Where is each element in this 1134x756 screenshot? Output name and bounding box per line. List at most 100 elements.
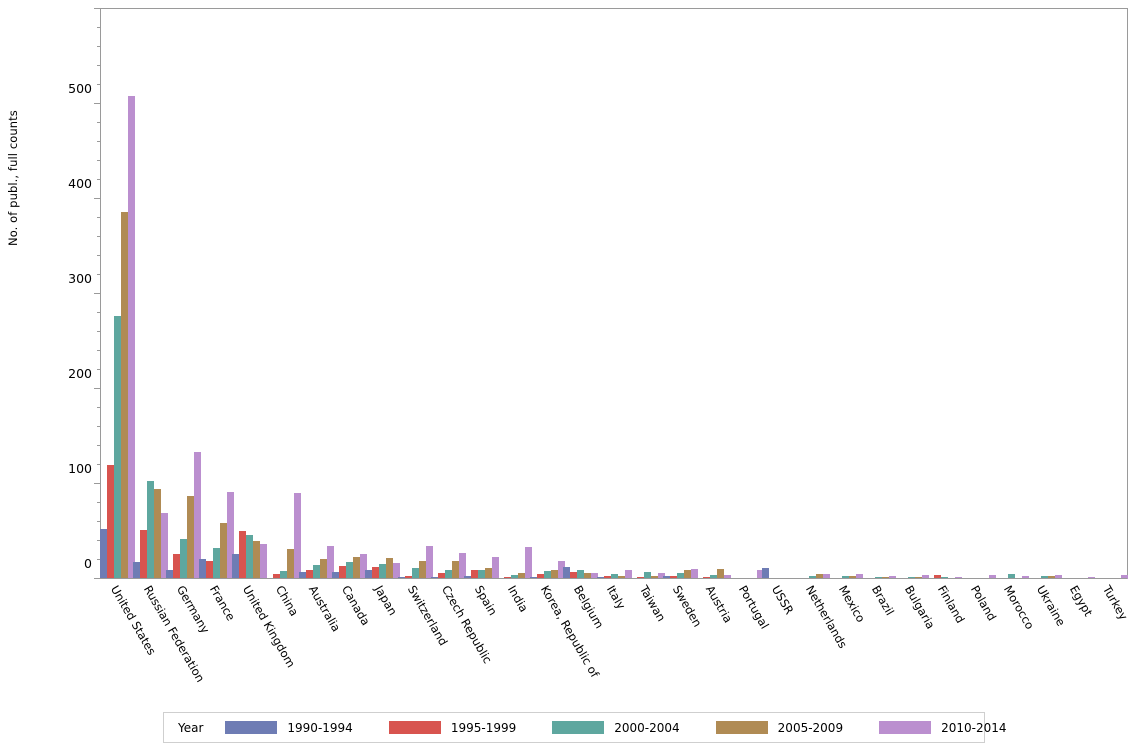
bar-group [761, 9, 797, 579]
legend-item[interactable]: 1990-1994 [225, 720, 353, 735]
y-tick-major [94, 388, 101, 389]
bar [232, 554, 240, 579]
y-tick-minor [97, 540, 101, 541]
bar-group [397, 9, 433, 579]
y-tick-major [94, 293, 101, 294]
y-tick-minor [97, 369, 101, 370]
bar [816, 574, 824, 579]
bar-group [662, 9, 698, 579]
bar [690, 568, 698, 579]
y-tick-label: 0 [84, 556, 92, 571]
bar [662, 576, 670, 579]
x-tick-label: Finland [934, 583, 968, 626]
bar-group [1093, 9, 1128, 579]
legend-item[interactable]: 2005-2009 [715, 721, 843, 735]
y-tick-minor [97, 426, 101, 427]
bar [849, 576, 857, 579]
bar [657, 573, 665, 579]
x-tick-label: Morocco [1001, 583, 1038, 632]
legend-item[interactable]: 2000-2004 [552, 720, 680, 735]
bar [716, 568, 724, 579]
bar-group [331, 9, 367, 579]
legend-item[interactable]: 1995-1999 [388, 721, 516, 735]
bar [338, 565, 346, 579]
bar [227, 491, 235, 579]
plot-area: 0100200300400500600 [68, 0, 1128, 579]
bar [364, 570, 372, 579]
bar [180, 539, 188, 579]
bar-group [563, 9, 599, 579]
bar [194, 451, 202, 579]
bar [359, 554, 367, 579]
x-tick-label: Belgium [570, 583, 607, 631]
bar [823, 574, 831, 579]
legend-label: 2000-2004 [614, 720, 680, 735]
bar-group [298, 9, 334, 579]
bar [856, 574, 864, 579]
bar [558, 560, 566, 579]
bar [889, 576, 897, 579]
legend-label: 2010-2014 [941, 720, 1007, 735]
legend-item[interactable]: 2010-2014 [879, 720, 1007, 735]
bar [577, 569, 585, 579]
y-tick-minor [97, 84, 101, 85]
bar-group [861, 9, 897, 579]
bar [345, 561, 353, 579]
bar [378, 563, 386, 579]
x-tick-label: Canada [339, 583, 374, 628]
bar [199, 559, 207, 579]
legend-swatch [225, 721, 278, 734]
y-tick-minor [97, 407, 101, 408]
legend-title: Year [178, 720, 204, 735]
bar [246, 535, 254, 579]
x-tick-label: Australia [306, 583, 344, 635]
bar [392, 562, 400, 579]
bar [934, 575, 942, 579]
bar [239, 530, 247, 579]
bar [676, 573, 684, 579]
bar-group [629, 9, 665, 579]
x-tick-label: India [504, 583, 531, 615]
bar [603, 576, 611, 579]
bar [154, 488, 162, 579]
y-tick-minor [97, 255, 101, 256]
y-tick-major [94, 8, 101, 9]
bar [570, 572, 578, 579]
bar [352, 557, 360, 579]
bar [272, 574, 280, 579]
bar [260, 543, 268, 579]
bar [761, 567, 769, 579]
x-tick-label: Brazil [868, 583, 897, 618]
legend-label: 1990-1994 [287, 720, 353, 735]
y-tick-minor [97, 521, 101, 522]
bar [107, 465, 115, 579]
bar-group [729, 9, 764, 579]
bar [371, 566, 379, 579]
bar [1040, 576, 1048, 579]
bar [551, 570, 559, 579]
x-tick-label: Turkey [1100, 583, 1132, 623]
y-tick-minor [97, 46, 101, 47]
bar [206, 560, 214, 579]
bar-group [596, 9, 632, 579]
bar [121, 212, 129, 579]
bar [411, 567, 419, 579]
y-tick-label: 300 [68, 271, 92, 286]
bar [511, 575, 519, 579]
x-tick-label: Bulgaria [901, 583, 938, 632]
y-tick-minor [97, 331, 101, 332]
y-tick-major [94, 103, 101, 104]
bar [485, 567, 493, 579]
bar [669, 576, 677, 579]
bar-group [364, 9, 400, 579]
bar [624, 570, 632, 579]
bar [331, 572, 339, 579]
bar [166, 569, 174, 579]
bar [478, 569, 486, 579]
y-tick-minor [97, 312, 101, 313]
bar-group [927, 9, 963, 579]
bar [723, 575, 731, 579]
bar [610, 574, 618, 579]
y-tick-minor [97, 160, 101, 161]
